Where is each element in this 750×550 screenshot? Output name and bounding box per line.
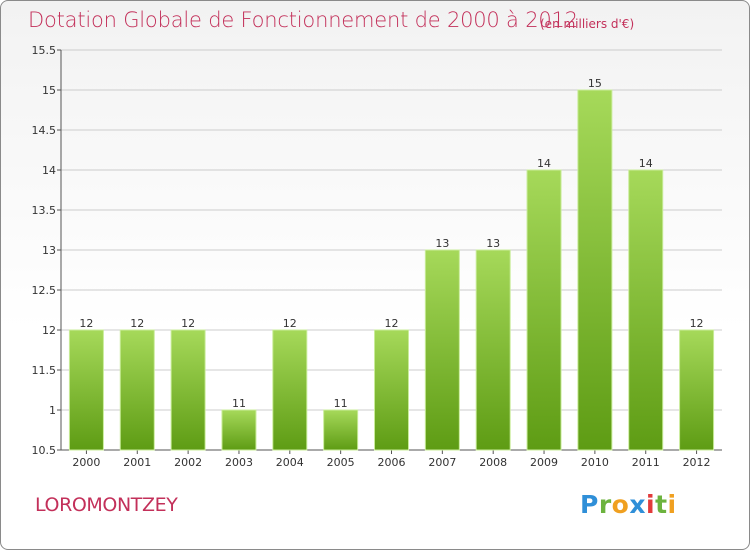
data-label: 12 (690, 317, 704, 330)
bar (374, 329, 409, 451)
bar (119, 329, 155, 451)
x-tick-label: 2000 (72, 456, 100, 469)
bar (424, 249, 460, 451)
data-label: 12 (79, 317, 93, 330)
x-tick-label: 2003 (225, 456, 253, 469)
y-tick-label: 15.5 (32, 44, 57, 57)
data-label: 13 (435, 237, 449, 250)
x-tick-label: 2011 (632, 456, 660, 469)
logo-letter: i (646, 490, 656, 519)
data-label: 12 (385, 317, 399, 330)
bars (68, 89, 715, 451)
y-tick-label: 14.5 (32, 124, 57, 137)
labels: 10.5 1 11.5 12 12.5 13 13.5 14 14.5 15 15.5 12 2000 1… (32, 44, 711, 469)
data-label: 14 (639, 157, 653, 170)
data-label: 12 (181, 317, 195, 330)
x-tick-label: 2004 (276, 456, 304, 469)
data-label: 12 (130, 317, 144, 330)
bar (323, 409, 359, 451)
y-tick-label: 14 (42, 164, 56, 177)
y-tick-label: 1 (49, 404, 56, 417)
data-label: 11 (232, 397, 246, 410)
y-tick-label: 10.5 (32, 444, 57, 457)
commune-name: LOROMONTZEY (35, 494, 178, 516)
bar (170, 329, 206, 451)
logo-letter: o (611, 490, 630, 519)
y-tick-label: 13 (42, 244, 56, 257)
bar (628, 169, 664, 451)
x-tick-label: 2009 (530, 456, 558, 469)
y-tick-label: 15 (42, 84, 56, 97)
x-tick-label: 2010 (581, 456, 609, 469)
data-label: 14 (537, 157, 551, 170)
y-tick-label: 11.5 (32, 364, 57, 377)
y-tick-label: 12 (42, 324, 56, 337)
logo-letter: P (580, 490, 599, 519)
proxiti-logo: Proxiti (580, 490, 677, 519)
logo-letter: t (655, 490, 668, 519)
unit-note: (en milliers d'€) (540, 17, 635, 31)
y-tick-label: 12.5 (32, 284, 57, 297)
bar (577, 89, 613, 451)
x-tick-label: 2006 (378, 456, 406, 469)
x-tick-label: 2002 (174, 456, 202, 469)
y-tick-label: 13.5 (32, 204, 57, 217)
data-label: 12 (283, 317, 297, 330)
x-tick-label: 2012 (683, 456, 711, 469)
bar (475, 249, 511, 451)
x-tick-label: 2005 (327, 456, 355, 469)
logo-letter: x (629, 490, 646, 519)
bar (272, 329, 308, 451)
chart-title: Dotation Globale de Fonctionnement de 20… (28, 8, 578, 32)
bar (679, 329, 715, 451)
logo-letter: i (667, 490, 677, 519)
logo-letter: r (598, 490, 612, 519)
x-tick-label: 2008 (479, 456, 507, 469)
bar (526, 169, 562, 451)
x-tick-label: 2001 (123, 456, 151, 469)
bar (221, 409, 257, 451)
data-label: 13 (486, 237, 500, 250)
bar (68, 329, 104, 451)
data-label: 15 (588, 77, 602, 90)
x-tick-label: 2007 (428, 456, 456, 469)
data-label: 11 (334, 397, 348, 410)
